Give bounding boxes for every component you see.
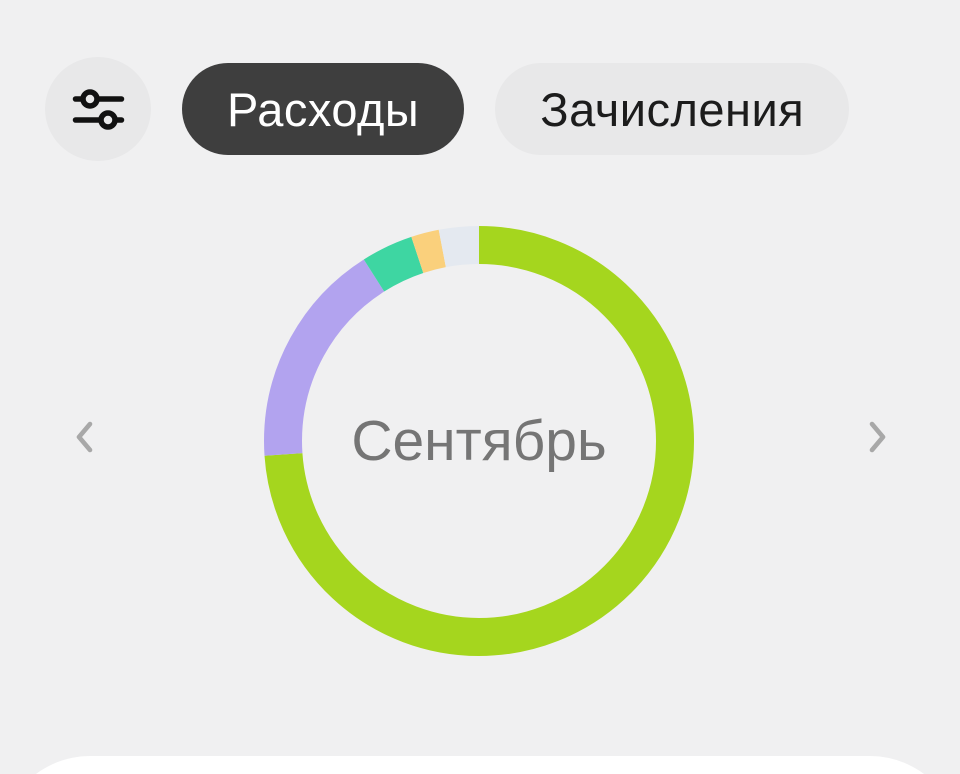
chevron-right-icon [869,421,886,453]
prev-month-button[interactable] [60,413,108,461]
donut-segment-lavender [264,226,694,656]
filter-button[interactable] [45,57,151,161]
chevron-left-icon [76,421,93,453]
donut-chart-container[interactable]: Сентябрь [239,201,719,681]
donut-chart[interactable] [239,201,719,681]
bottom-sheet[interactable] [0,756,960,774]
tab-expenses[interactable]: Расходы [182,63,465,155]
chart-toolbar: Расходы Зачисления [45,56,850,162]
tab-incoming[interactable]: Зачисления [495,63,850,155]
sliders-icon [72,88,124,130]
next-month-button[interactable] [854,413,902,461]
donut-segment-pale-gray [264,226,694,656]
